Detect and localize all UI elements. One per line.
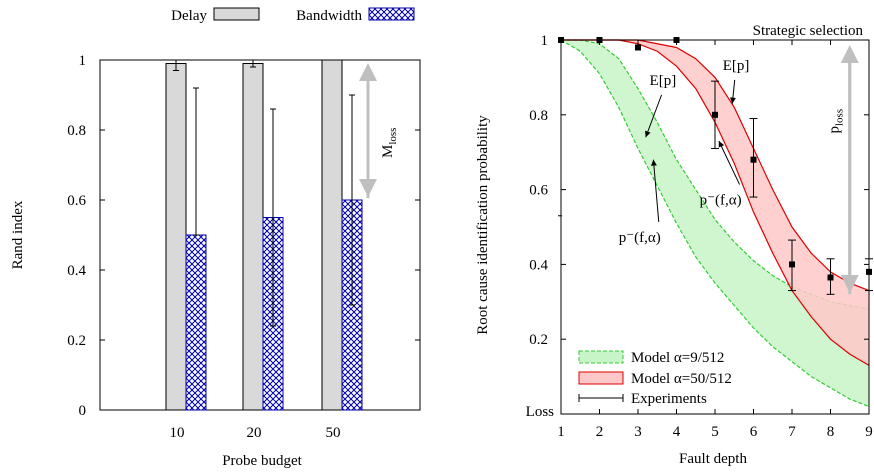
x-tick-label: 5	[711, 424, 719, 440]
y-tick-label: 0.2	[67, 333, 86, 349]
y-tick-label: 0.6	[529, 183, 548, 199]
x-axis-title: Probe budget	[222, 453, 302, 469]
y-tick-label: 0.6	[67, 193, 86, 209]
x-tick-label: 6	[750, 424, 758, 440]
legend-label-bandwidth: Bandwidth	[296, 8, 362, 24]
band-fill	[561, 40, 869, 407]
bar-chart-legend: Delay Bandwidth	[171, 7, 415, 24]
legend-label: Model α=9/512	[631, 350, 724, 366]
y-tick-label: 1	[79, 53, 87, 69]
x-tick-label: 1	[557, 424, 565, 440]
y-tick-label: 0.8	[529, 108, 548, 124]
legend-swatch	[578, 371, 624, 385]
expected-p-label: E[p]	[723, 58, 750, 74]
bar-bandwidth	[185, 234, 207, 411]
y-axis-title: Rand index	[10, 200, 26, 269]
strategic-selection-label: Strategic selection	[753, 23, 864, 39]
p-lower-bound-label: p⁻(f,α)	[700, 193, 742, 209]
y-extra-label: Loss	[526, 404, 555, 420]
y-tick-label: 1	[541, 33, 549, 49]
x-tick-label: 9	[865, 424, 873, 440]
bar-delay	[321, 59, 343, 411]
x-tick-label: 7	[788, 424, 796, 440]
y-tick-label: 0.4	[67, 263, 86, 279]
band-lower-line	[560, 39, 870, 408]
annotation-arrow	[729, 79, 736, 104]
annotation-arrow	[650, 159, 660, 223]
annotation-arrow	[644, 94, 663, 138]
x-axis-title: Fault depth	[679, 451, 747, 467]
experiment-point	[712, 111, 718, 118]
annotation-arrow	[718, 140, 741, 185]
x-tick-label: 4	[673, 424, 681, 440]
y-tick-label: 0.8	[67, 123, 86, 139]
legend-swatch-bandwidth	[368, 7, 415, 21]
bar-plot-area: 0 0.2 0.4 0.6 0.8 1 10 20 50 Mloss	[67, 53, 421, 441]
y-axis-title: Root cause identification probability	[475, 115, 491, 335]
x-tick-label: 8	[827, 424, 835, 440]
bar-delay	[165, 63, 187, 411]
y-tick-label: 0.2	[529, 332, 548, 348]
y-tick-label: 0.4	[529, 257, 548, 273]
bar-chart-rand-index: Delay Bandwidth 0 0.2 0.4 0.6 0.8 1 10 20 50 Mlos…	[10, 7, 421, 469]
experiment-point	[789, 261, 795, 268]
x-tick-label: 20	[247, 425, 262, 441]
x-tick-label: 50	[326, 425, 341, 441]
experiment-point	[750, 156, 757, 163]
m-loss-label: Mloss	[380, 128, 399, 158]
p-loss-label: ploss	[826, 109, 845, 134]
line-chart-root-cause: Strategic selection ploss E[p] E[p] p⁻(f,α) p…	[475, 23, 873, 467]
line-chart-legend: Model α=9/512 Model α=50/512 Experiments	[578, 350, 732, 407]
legend-swatch-delay	[213, 7, 260, 21]
x-tick-label: 3	[634, 424, 642, 440]
line-plot-area: Strategic selection ploss E[p] E[p] p⁻(f,α) p…	[526, 23, 873, 440]
expected-p-label: E[p]	[650, 73, 677, 89]
legend-label: Model α=50/512	[631, 371, 732, 387]
bar-delay	[242, 63, 264, 411]
y-tick-label: 0	[79, 403, 87, 419]
experiment-point	[635, 44, 641, 51]
experiment-point	[827, 274, 834, 281]
legend-label-delay: Delay	[171, 8, 207, 24]
x-tick-label: 10	[170, 425, 185, 441]
p-lower-bound-label: p⁻(f,α)	[619, 230, 661, 246]
legend-label: Experiments	[631, 391, 707, 407]
x-tick-label: 2	[596, 424, 604, 440]
legend-swatch	[578, 350, 624, 364]
